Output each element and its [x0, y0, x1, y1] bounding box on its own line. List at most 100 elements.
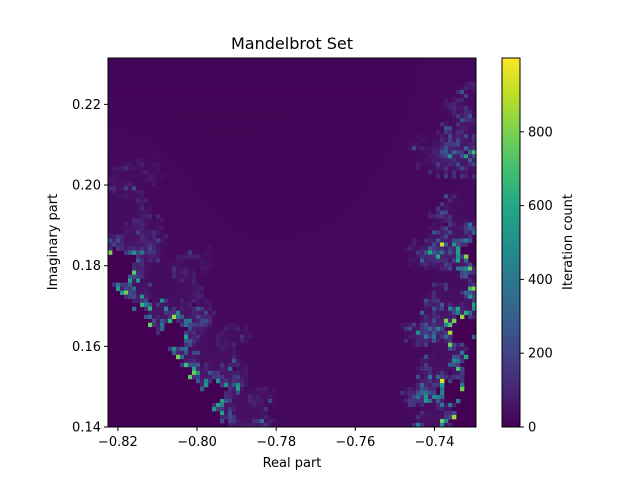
heatmap-cell [212, 238, 217, 243]
heatmap-cell [304, 258, 309, 263]
heatmap-cell [360, 98, 365, 103]
heatmap-cell [152, 246, 157, 251]
heatmap-cell [428, 122, 433, 127]
heatmap-cell [176, 262, 181, 267]
heatmap-cell [108, 242, 113, 247]
heatmap-cell [308, 126, 313, 131]
heatmap-cell [176, 226, 181, 231]
heatmap-cell [308, 122, 313, 127]
heatmap-cell [388, 218, 393, 223]
heatmap-cell [444, 70, 449, 75]
heatmap-cell [276, 70, 281, 75]
heatmap-cell [108, 74, 113, 79]
heatmap-cell [444, 170, 449, 175]
heatmap-cell [188, 218, 193, 223]
heatmap-cell [428, 118, 433, 123]
heatmap-cell [120, 142, 125, 147]
heatmap-cell [148, 194, 153, 199]
heatmap-cell [340, 62, 345, 67]
heatmap-cell [384, 194, 389, 199]
heatmap-cell [376, 142, 381, 147]
heatmap-cell [196, 74, 201, 79]
heatmap-cell [412, 162, 417, 167]
heatmap-cell [248, 198, 253, 203]
heatmap-cell [228, 202, 233, 207]
heatmap-cell [288, 270, 293, 275]
heatmap-cell [392, 86, 397, 91]
heatmap-cell [152, 158, 157, 163]
heatmap-cell [436, 134, 441, 139]
heatmap-cell [292, 90, 297, 95]
heatmap-cell [308, 138, 313, 143]
heatmap-cell [392, 222, 397, 227]
heatmap-cell [136, 250, 141, 255]
heatmap-cell [284, 246, 289, 251]
heatmap-cell [344, 130, 349, 135]
heatmap-cell [156, 102, 161, 107]
heatmap-cell [344, 262, 349, 267]
heatmap-cell [368, 194, 373, 199]
heatmap-cell [392, 142, 397, 147]
heatmap-cell [424, 58, 429, 63]
heatmap-cell [232, 154, 237, 159]
heatmap-cell [368, 206, 373, 211]
heatmap-cell [352, 58, 357, 63]
heatmap-cell [300, 174, 305, 179]
heatmap-cell [420, 110, 425, 115]
heatmap-cell [360, 170, 365, 175]
heatmap-cell [188, 206, 193, 211]
heatmap-cell [180, 250, 185, 255]
heatmap-cell [220, 210, 225, 215]
heatmap-cell [396, 166, 401, 171]
heatmap-cell [420, 222, 425, 227]
heatmap-cell [204, 146, 209, 151]
heatmap-cell [420, 182, 425, 187]
heatmap-cell [116, 226, 121, 231]
heatmap-cell [304, 250, 309, 255]
heatmap-cell [280, 154, 285, 159]
heatmap-cell [220, 166, 225, 171]
heatmap-cell [320, 254, 325, 259]
heatmap-cell [132, 178, 137, 183]
heatmap-cell [408, 234, 413, 239]
heatmap-cell [304, 142, 309, 147]
heatmap-cell [248, 94, 253, 99]
heatmap-cell [232, 126, 237, 131]
heatmap-cell [460, 174, 465, 179]
heatmap-cell [108, 102, 113, 107]
heatmap-cell [276, 222, 281, 227]
heatmap-cell [164, 218, 169, 223]
heatmap-cell [428, 210, 433, 215]
heatmap-cell [424, 150, 429, 155]
heatmap-cell [260, 226, 265, 231]
heatmap-cell [120, 202, 125, 207]
heatmap-cell [432, 122, 437, 127]
heatmap-cell [328, 90, 333, 95]
heatmap-cell [448, 186, 453, 191]
heatmap-cell [152, 202, 157, 207]
heatmap-cell [136, 74, 141, 79]
heatmap-cell [356, 210, 361, 215]
heatmap-cell [412, 230, 417, 235]
heatmap-cell [408, 162, 413, 167]
heatmap-cell [132, 86, 137, 91]
heatmap-cell [280, 134, 285, 139]
heatmap-cell [244, 78, 249, 83]
heatmap-cell [128, 130, 133, 135]
heatmap-cell [108, 150, 113, 155]
heatmap-cell [340, 162, 345, 167]
heatmap-cell [412, 258, 417, 263]
heatmap-cell [388, 98, 393, 103]
heatmap-cell [240, 66, 245, 71]
heatmap-cell [316, 274, 321, 279]
heatmap-cell [128, 242, 133, 247]
heatmap-cell [404, 58, 409, 63]
heatmap-cell [468, 270, 473, 275]
heatmap-cell [164, 150, 169, 155]
heatmap-cell [368, 122, 373, 127]
heatmap-cell [384, 82, 389, 87]
heatmap-cell [408, 246, 413, 251]
heatmap-cell [408, 170, 413, 175]
heatmap-cell [148, 130, 153, 135]
heatmap-cell [400, 222, 405, 227]
